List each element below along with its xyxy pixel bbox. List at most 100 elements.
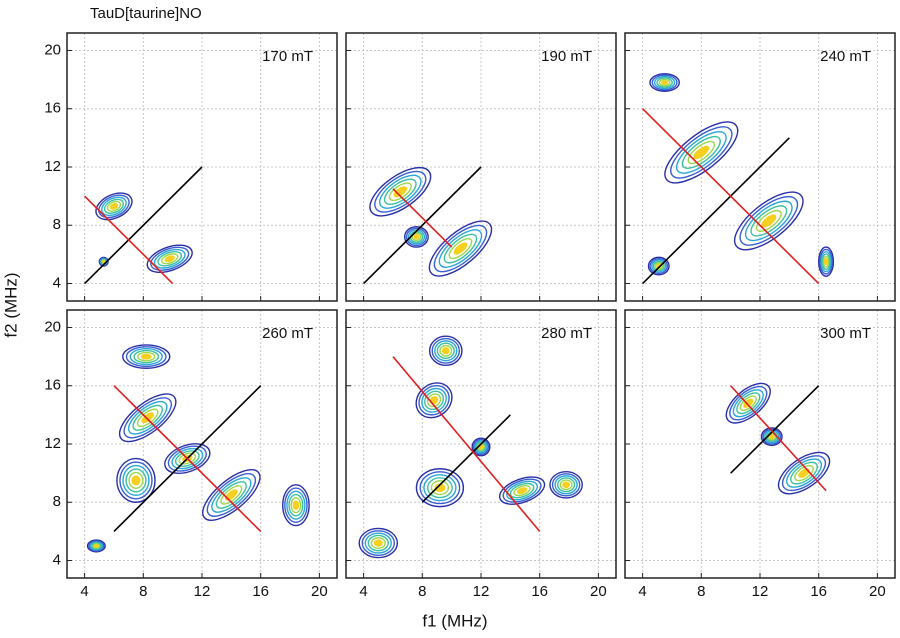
contour-level [220, 485, 243, 505]
contour-level [167, 445, 207, 472]
contour-level [755, 209, 782, 232]
contour-level [781, 455, 827, 492]
contour-level [383, 178, 417, 205]
panel: 4 8 12 16 20 300 mT [624, 309, 896, 600]
contour-level [119, 461, 153, 500]
contour-level [153, 248, 186, 269]
x-tick-label: 16 [810, 583, 827, 600]
contour-level [790, 461, 818, 485]
contour-level [664, 121, 739, 184]
contour-level [215, 481, 247, 509]
guide-line [730, 385, 827, 492]
guide-line [642, 108, 820, 285]
contour-level [288, 493, 304, 517]
contour-level [736, 392, 761, 415]
contour-level [649, 258, 669, 275]
field-label: 260 mT [262, 325, 313, 342]
contour-level [427, 477, 453, 499]
x-tick-label: 8 [697, 583, 705, 600]
contour-level [660, 80, 669, 85]
contour-level [750, 205, 788, 237]
contour-level [820, 251, 832, 273]
y-tick-label: 4 [53, 274, 61, 291]
contour-level [551, 473, 581, 497]
contour-level [733, 191, 804, 251]
contour-level [140, 353, 152, 360]
contour-level [554, 475, 578, 495]
contour-level [423, 474, 457, 502]
contour-level [286, 490, 306, 520]
x-tick-label: 4 [359, 583, 367, 600]
contour-level [647, 256, 670, 276]
x-tick-label: 4 [80, 583, 88, 600]
x-tick-label: 4 [638, 583, 646, 600]
field-label: 170 mT [262, 48, 313, 65]
contour-level [732, 389, 764, 418]
contour-level [821, 253, 831, 270]
plot-area [358, 335, 583, 559]
contour-level [428, 335, 463, 367]
y-axis-label: f2 (MHz) [1, 272, 20, 337]
contour-level [202, 469, 261, 521]
field-label: 300 mT [820, 325, 871, 342]
y-tick-label: 16 [44, 377, 61, 394]
x-tick-label: 8 [418, 583, 426, 600]
contour-level [513, 485, 531, 497]
contour-level [137, 351, 156, 362]
contour-level [453, 242, 468, 255]
contour-level [93, 544, 99, 548]
guide-line [84, 166, 203, 285]
contour-level [388, 182, 412, 202]
contour-level [411, 232, 422, 242]
contour-level [516, 487, 528, 495]
contour-level [509, 482, 535, 499]
contour-level [433, 224, 488, 273]
contour-level [224, 489, 238, 501]
y-tick-label: 4 [53, 551, 61, 568]
contour-level [652, 260, 665, 272]
x-tick-label: 20 [869, 583, 886, 600]
contour-level [675, 131, 727, 174]
contour-level [434, 340, 458, 362]
plot-area [84, 166, 203, 285]
contour-level [426, 393, 442, 408]
panel-frame [345, 309, 617, 579]
contour-level [471, 437, 491, 457]
contour-level [150, 246, 190, 271]
contour-level [739, 195, 799, 246]
contour-level [498, 476, 546, 505]
contour-level [670, 126, 733, 179]
contour-level [282, 484, 310, 527]
contour-level [431, 337, 461, 364]
x-axis-label: f1 (MHz) [422, 611, 487, 630]
contour-level [475, 441, 487, 453]
guide-line [642, 137, 790, 285]
contour-level [478, 444, 484, 450]
contour-level [424, 390, 445, 411]
contour-level [89, 541, 104, 551]
contour-level [415, 468, 465, 508]
y-tick-label: 12 [44, 158, 61, 175]
contour-level [106, 200, 122, 212]
y-tick-label: 8 [53, 493, 61, 510]
guide-line [113, 385, 262, 532]
contour-level [502, 478, 542, 503]
panel: 240 mT [624, 32, 896, 302]
contour-level [290, 497, 302, 514]
contour-level [798, 468, 810, 478]
contour-level [403, 226, 429, 248]
panel-frame [345, 32, 617, 302]
contour-level [651, 259, 667, 273]
contour-level [284, 487, 308, 524]
contour-level [164, 255, 175, 263]
contour-level [419, 471, 461, 505]
contour-level [292, 500, 300, 510]
contour-level [819, 248, 833, 275]
contour-level [415, 382, 453, 419]
guide-line [730, 385, 820, 474]
contour-level [506, 480, 539, 501]
y-tick-label: 16 [44, 100, 61, 117]
x-tick-label: 12 [752, 583, 769, 600]
contour-level [367, 534, 389, 552]
contour-level [448, 237, 473, 260]
